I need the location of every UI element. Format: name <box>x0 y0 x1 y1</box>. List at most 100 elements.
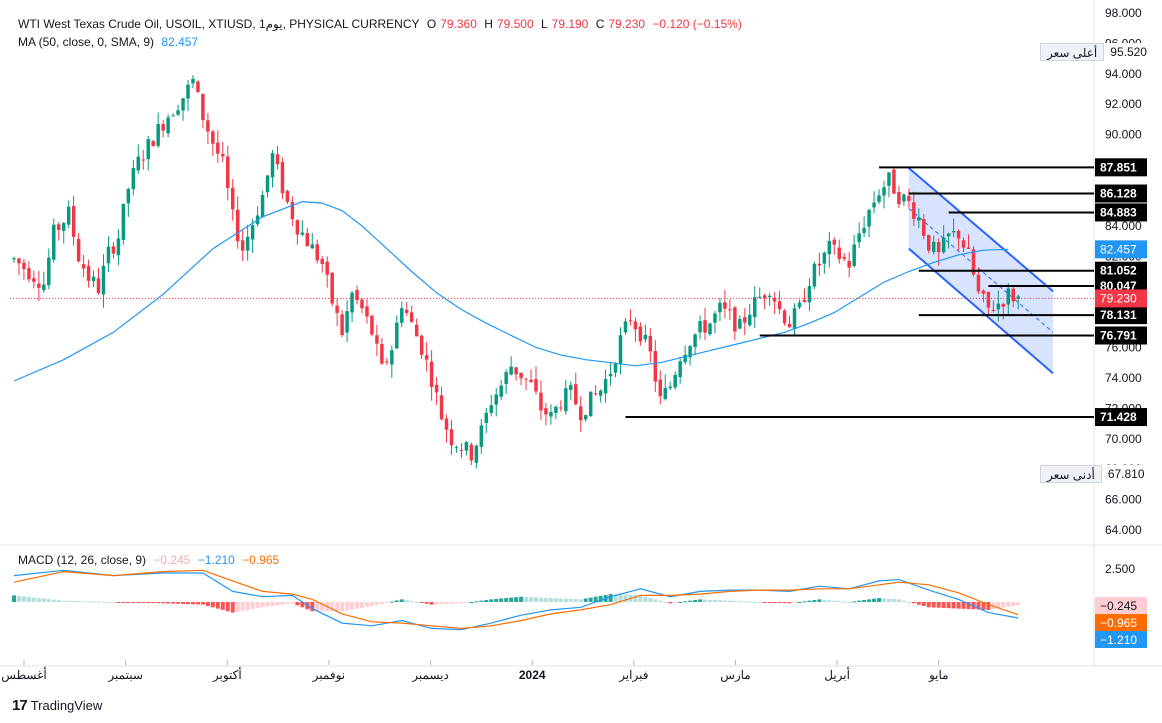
macd-histogram-bar <box>529 597 534 602</box>
candle-body <box>638 326 643 342</box>
ma-value: 82.457 <box>161 35 199 49</box>
candle-body <box>211 131 215 144</box>
symbol-title: WTI West Texas Crude Oil, USOIL, XTIUSD,… <box>18 17 420 31</box>
ma-legend[interactable]: MA (50, close, 0, SMA, 9) 82.457 <box>18 35 202 49</box>
macd-histogram-bar <box>474 601 479 603</box>
candle-body <box>280 162 285 194</box>
macd-histogram-bar <box>166 602 171 604</box>
x-axis-label: أبريل <box>824 667 850 682</box>
candle-body <box>872 202 876 208</box>
candle-body <box>191 78 195 84</box>
candle-body <box>52 224 56 260</box>
high-label: H <box>484 17 493 31</box>
candle-body <box>27 268 31 280</box>
brand-label: TradingView <box>30 698 103 713</box>
level-tag <box>1095 408 1147 427</box>
macd-histogram-bar <box>563 598 568 602</box>
candle-body <box>196 81 200 92</box>
candle-body <box>444 418 449 430</box>
macd-histogram-bar <box>116 602 121 603</box>
candle-body <box>250 225 255 240</box>
channel-mid-line <box>908 208 1054 333</box>
candle-body <box>738 318 742 329</box>
candle-body <box>235 209 240 242</box>
macd-histogram-bar <box>618 594 623 602</box>
candle-body <box>936 241 941 253</box>
candle-body <box>439 395 444 420</box>
macd-histogram-bar <box>364 602 369 607</box>
candle-body <box>231 187 235 210</box>
level-tag <box>1095 306 1147 325</box>
candle-body <box>42 284 46 291</box>
macd-histogram-bar <box>335 602 340 612</box>
macd-histogram-bar <box>638 595 643 602</box>
macd-histogram-bar <box>285 602 290 604</box>
candle-body <box>484 412 489 424</box>
candle-body <box>260 194 265 218</box>
candle-body <box>743 317 747 323</box>
macd-histogram-bar <box>250 602 255 610</box>
macd-histogram-bar <box>727 600 732 602</box>
macd-histogram-bar <box>717 600 722 602</box>
current-price-label: 79.230 <box>1100 291 1137 305</box>
candle-body <box>245 236 250 251</box>
footer[interactable]: 17 TradingView <box>12 697 102 714</box>
macd-histogram-bar <box>623 594 628 602</box>
candle-body <box>951 230 956 233</box>
level-label: 78.131 <box>1100 308 1137 322</box>
macd-histogram-bar <box>504 598 509 602</box>
symbol-legend: WTI West Texas Crude Oil, USOIL, XTIUSD,… <box>18 17 746 31</box>
candle-body <box>206 120 210 132</box>
candle-body <box>564 388 568 412</box>
macd-histogram-bar <box>464 602 469 603</box>
candle-body <box>753 297 757 318</box>
macd-histogram-bar <box>598 595 603 602</box>
candle-body <box>201 93 205 120</box>
macd-histogram-bar <box>802 601 807 603</box>
candle-body <box>748 314 752 326</box>
candle-body <box>156 124 160 146</box>
y-tick-label: 90.000 <box>1105 128 1142 142</box>
candle-body <box>713 313 717 323</box>
candle-body <box>588 391 593 417</box>
macd-histogram-bar <box>96 601 101 603</box>
macd-histogram-bar <box>429 602 434 605</box>
macd-histogram-bar <box>399 599 404 602</box>
candle-body <box>708 323 712 335</box>
macd-histogram-bar <box>270 602 275 606</box>
macd-histogram-bar <box>404 600 409 602</box>
candle-body <box>116 238 121 256</box>
current-price-tag <box>1095 289 1147 308</box>
macd-legend[interactable]: MACD (12, 26, close, 9) −0.245 −1.210 −0… <box>18 553 283 567</box>
candle-body <box>96 278 101 294</box>
macd-line-value: −1.210 <box>197 553 235 567</box>
level-tag <box>1095 261 1147 280</box>
macd-histogram-bar <box>797 602 802 603</box>
y-tick-label: 98.000 <box>1105 6 1142 20</box>
macd-histogram-bar <box>141 602 146 603</box>
macd-histogram-bar <box>896 599 901 602</box>
macd-histogram-bar <box>693 600 698 602</box>
macd-histogram-bar <box>578 599 583 602</box>
macd-histogram-bar <box>71 600 76 602</box>
macd-histogram-bar <box>931 602 936 608</box>
level-label: 76.791 <box>1100 329 1137 343</box>
macd-histogram-bar <box>41 598 46 602</box>
candle-body <box>479 425 484 447</box>
candle-body <box>226 156 230 188</box>
candle-body <box>579 406 583 421</box>
macd-histogram-bar <box>494 598 499 602</box>
high-badge-label: أعلى سعر <box>1040 43 1105 61</box>
macd-histogram-bar <box>176 602 181 604</box>
candle-body <box>852 244 856 266</box>
level-label: 84.883 <box>1100 205 1137 219</box>
macd-histogram-bar <box>852 601 857 603</box>
macd-tag <box>1095 614 1147 631</box>
candle-body <box>146 139 150 160</box>
candle-body <box>658 379 663 397</box>
macd-histogram-bar <box>573 599 578 602</box>
macd-histogram-bar <box>76 601 81 603</box>
level-label: 71.428 <box>1100 410 1137 424</box>
macd-histogram-bar <box>648 598 653 602</box>
